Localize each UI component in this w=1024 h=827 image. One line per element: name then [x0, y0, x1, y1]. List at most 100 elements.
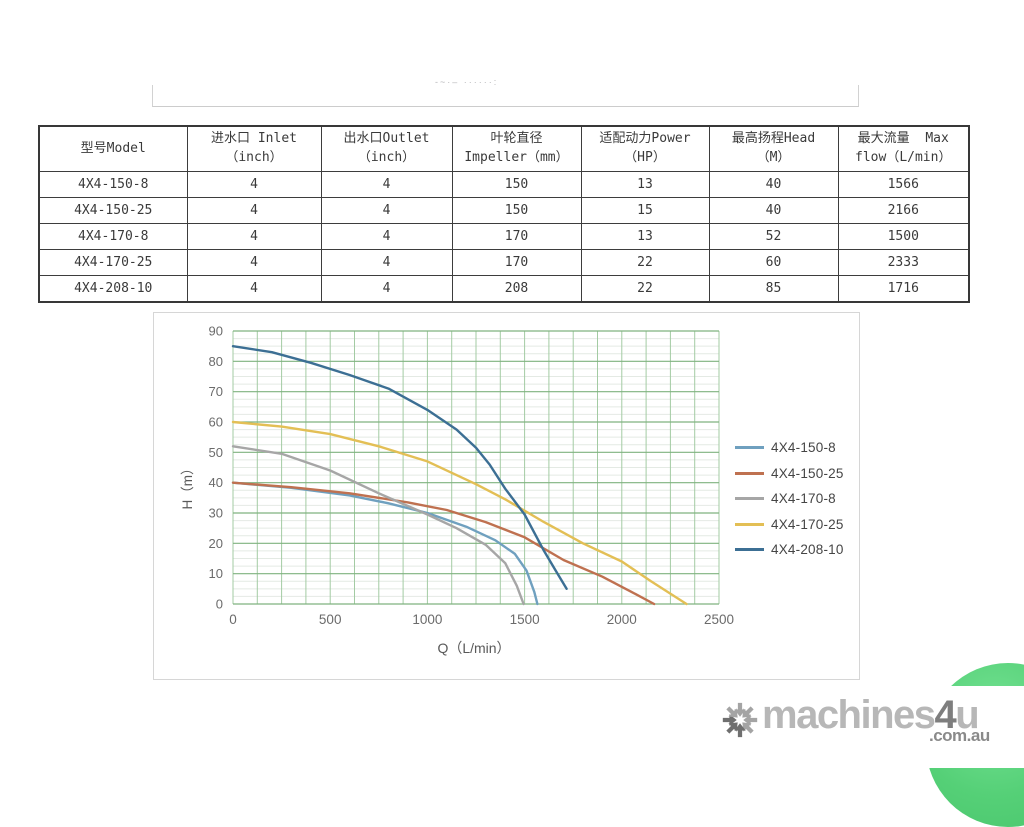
page: { "accent_colors": { "grid_major_green":… [38, 77, 1024, 827]
asterisk-logo-icon [722, 702, 758, 738]
column-header-2: 出水口Outlet （inch） [320, 125, 453, 172]
column-header-6: 最大流量 Max flow（L/min） [837, 125, 970, 172]
clipped-section-panel: -~·– ······: [152, 77, 859, 107]
value-cell: 4 [186, 249, 322, 276]
table-row: 4X4-150-8 4 4 150 13 40 1566 [38, 171, 970, 198]
table-header-row: 型号Model 进水口 Inlet （inch） 出水口Outlet （inch） 叶轮直… [38, 125, 970, 172]
value-cell: 13 [580, 171, 710, 198]
svg-text:90: 90 [209, 324, 223, 339]
svg-text:50: 50 [209, 445, 223, 460]
value-cell: 40 [708, 171, 839, 198]
value-cell: 13 [580, 223, 710, 250]
machines4u-logo: machines4u [722, 693, 980, 740]
value-cell: 2166 [837, 197, 970, 224]
value-cell: 4 [186, 171, 322, 198]
table-row: 4X4-208-10 4 4 208 22 85 1716 [38, 275, 970, 303]
column-header-0: 型号Model [38, 125, 188, 172]
value-cell: 2333 [837, 249, 970, 276]
legend-label: 4X4-150-8 [771, 440, 836, 456]
value-cell: 170 [451, 223, 582, 250]
legend-entry-4X4-170-8: 4X4-170-8 [735, 486, 844, 512]
svg-text:10: 10 [209, 566, 223, 581]
y-axis-title: H（m） [180, 462, 195, 510]
value-cell: 4 [320, 171, 453, 198]
clipped-text-remnant: -~·– ······: [435, 77, 499, 86]
value-cell: 4 [186, 223, 322, 250]
svg-text:80: 80 [209, 354, 223, 369]
svg-text:1000: 1000 [412, 612, 442, 627]
value-cell: 1716 [837, 275, 970, 303]
svg-text:40: 40 [209, 475, 223, 490]
value-cell: 4 [320, 223, 453, 250]
curve-4X4-208-10 [231, 345, 568, 590]
legend-entry-4X4-170-25: 4X4-170-25 [735, 512, 844, 538]
value-cell: 22 [580, 249, 710, 276]
legend-line-swatch [735, 446, 764, 450]
value-cell: 4 [320, 275, 453, 303]
svg-text:2500: 2500 [704, 612, 734, 627]
watermark-strip: machines4u .com.au [640, 686, 1024, 768]
svg-text:0: 0 [216, 597, 223, 612]
legend-entry-4X4-150-8: 4X4-150-8 [735, 435, 844, 461]
legend-entry-4X4-150-25: 4X4-150-25 [735, 461, 844, 487]
legend-entry-4X4-208-10: 4X4-208-10 [735, 537, 844, 563]
pump-curve-chart-panel: 0 10 20 30 40 50 60 70 80 90 0 500 1000 1500 2000 2500 H… [153, 312, 860, 680]
curve-4X4-150-8 [231, 481, 539, 606]
column-header-4: 适配动力Power （HP） [580, 125, 710, 172]
table-row: 4X4-170-8 4 4 170 13 52 1500 [38, 223, 970, 250]
legend-line-swatch [735, 497, 764, 501]
logo-text-u: u [955, 693, 979, 737]
table-row: 4X4-150-25 4 4 150 15 40 2166 [38, 197, 970, 224]
svg-text:70: 70 [209, 384, 223, 399]
pump-spec-table: 型号Model 进水口 Inlet （inch） 出水口Outlet （inch） 叶轮直… [38, 125, 970, 303]
logo-text-machines: machines [762, 693, 936, 737]
pump-spec-table-container: 型号Model 进水口 Inlet （inch） 出水口Outlet （inch） 叶轮直… [38, 125, 970, 303]
legend-line-swatch [735, 471, 764, 475]
value-cell: 52 [708, 223, 839, 250]
column-header-1: 进水口 Inlet （inch） [186, 125, 322, 172]
curve-4X4-170-25 [231, 420, 688, 606]
curve-4X4-170-8 [231, 445, 525, 606]
legend-label: 4X4-170-25 [771, 516, 844, 532]
model-cell: 4X4-170-25 [38, 249, 188, 276]
value-cell: 15 [580, 197, 710, 224]
svg-text:0: 0 [229, 612, 237, 627]
value-cell: 60 [708, 249, 839, 276]
logo-domain-text: .com.au [929, 726, 990, 745]
legend-label: 4X4-170-8 [771, 491, 836, 507]
svg-text:30: 30 [209, 506, 223, 521]
column-header-5: 最高扬程Head （M） [708, 125, 839, 172]
curve-4X4-150-25 [231, 481, 656, 606]
logo-text-4: 4 [934, 693, 957, 737]
legend-line-swatch [735, 522, 764, 526]
pump-curve-chart: 0 10 20 30 40 50 60 70 80 90 0 500 1000 1500 2000 2500 H… [180, 324, 734, 657]
table-row: 4X4-170-25 4 4 170 22 60 2333 [38, 249, 970, 276]
model-cell: 4X4-150-8 [38, 171, 188, 198]
model-cell: 4X4-208-10 [38, 275, 188, 303]
value-cell: 4 [320, 197, 453, 224]
legend-label: 4X4-208-10 [771, 542, 844, 558]
value-cell: 22 [580, 275, 710, 303]
svg-text:1500: 1500 [510, 612, 540, 627]
svg-text:500: 500 [319, 612, 342, 627]
value-cell: 85 [708, 275, 839, 303]
model-cell: 4X4-150-25 [38, 197, 188, 224]
value-cell: 4 [186, 275, 322, 303]
value-cell: 150 [451, 171, 582, 198]
value-cell: 40 [708, 197, 839, 224]
svg-text:60: 60 [209, 415, 223, 430]
column-header-3: 叶轮直径 Impeller（mm） [451, 125, 582, 172]
chart-legend: 4X4-150-8 4X4-150-25 4X4-170-8 4X4-170-25 4X… [735, 435, 844, 563]
legend-line-swatch [735, 548, 764, 552]
logo-wordmark: machines4u [762, 693, 980, 737]
value-cell: 208 [451, 275, 582, 303]
svg-text:2000: 2000 [607, 612, 637, 627]
svg-text:20: 20 [209, 536, 223, 551]
value-cell: 1500 [837, 223, 970, 250]
legend-label: 4X4-150-25 [771, 465, 844, 481]
value-cell: 170 [451, 249, 582, 276]
value-cell: 4 [186, 197, 322, 224]
value-cell: 150 [451, 197, 582, 224]
model-cell: 4X4-170-8 [38, 223, 188, 250]
table-body: 4X4-150-8 4 4 150 13 40 1566 4X4-150-25 4 4 150 15 4… [38, 171, 970, 303]
